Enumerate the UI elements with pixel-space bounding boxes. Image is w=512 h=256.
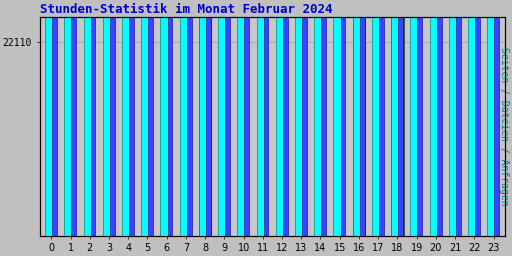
Bar xyxy=(52,0,57,236)
Bar xyxy=(129,0,134,236)
Bar xyxy=(391,0,402,236)
Bar xyxy=(276,0,286,236)
Bar xyxy=(468,0,479,236)
Bar xyxy=(379,0,384,236)
Bar xyxy=(314,0,325,236)
Bar xyxy=(199,0,211,236)
Bar xyxy=(340,0,346,236)
Bar xyxy=(122,0,133,236)
Bar xyxy=(495,0,499,236)
Bar xyxy=(353,0,365,236)
Bar xyxy=(360,0,365,236)
Bar xyxy=(238,0,248,236)
Bar xyxy=(437,0,441,236)
Bar xyxy=(218,0,229,236)
Bar xyxy=(456,0,461,236)
Bar xyxy=(160,0,171,236)
Bar xyxy=(180,0,190,236)
Bar xyxy=(487,0,498,236)
Bar xyxy=(45,0,56,236)
Bar xyxy=(449,0,459,236)
Bar xyxy=(264,0,268,236)
Bar xyxy=(475,0,480,236)
Bar xyxy=(257,0,267,236)
Bar xyxy=(225,0,230,236)
Bar xyxy=(372,0,382,236)
Y-axis label: Seiten / Dateien / Anfragen: Seiten / Dateien / Anfragen xyxy=(499,47,509,206)
Bar xyxy=(417,0,422,236)
Bar xyxy=(91,0,95,236)
Bar xyxy=(110,0,115,236)
Bar xyxy=(283,0,288,236)
Bar xyxy=(244,0,249,236)
Bar xyxy=(295,0,306,236)
Bar xyxy=(65,0,75,236)
Bar xyxy=(322,0,326,236)
Bar xyxy=(391,0,403,236)
Bar xyxy=(302,0,307,236)
Bar xyxy=(83,0,94,236)
Bar xyxy=(333,0,344,236)
Bar xyxy=(103,0,113,236)
Bar xyxy=(398,0,403,236)
Bar xyxy=(167,0,173,236)
Text: Stunden-Statistik im Monat Februar 2024: Stunden-Statistik im Monat Februar 2024 xyxy=(40,3,332,16)
Bar xyxy=(71,0,76,236)
Bar xyxy=(411,0,421,236)
Bar xyxy=(187,0,191,236)
Bar xyxy=(430,0,440,236)
Bar xyxy=(199,0,209,236)
Bar xyxy=(206,0,211,236)
Bar xyxy=(148,0,153,236)
Bar xyxy=(141,0,152,236)
Bar xyxy=(353,0,364,236)
